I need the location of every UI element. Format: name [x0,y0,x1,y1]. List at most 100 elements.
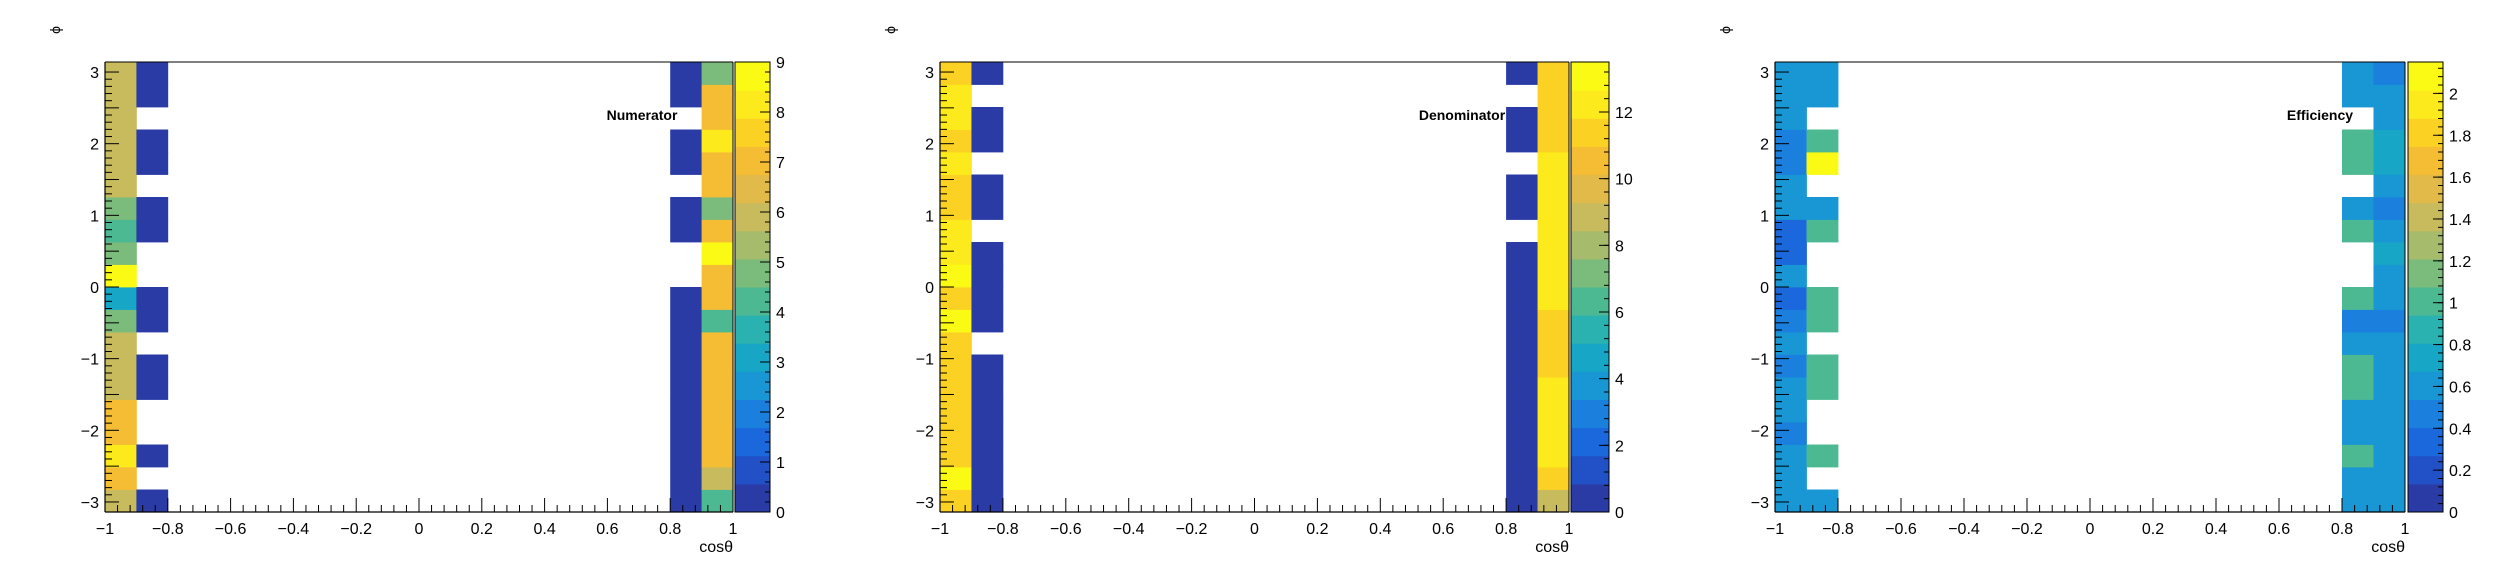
heatmap-cell [1506,399,1538,423]
heatmap-cell [136,152,169,175]
heatmap-cell [1775,242,1807,265]
color-scale-label: 1.8 [2449,128,2471,145]
heatmap-cell [940,309,972,333]
heatmap-cell [1537,264,1570,288]
heatmap-cell [1775,309,1807,333]
x-tick-label: −0.6 [215,521,247,538]
x-tick-label: −0.2 [340,521,372,538]
heatmap-cell [2342,444,2374,468]
heatmap-cell [1775,152,1807,175]
heatmap-cell [105,444,137,468]
heatmap-cell [701,219,734,243]
x-tick-label: 0.6 [2268,521,2290,538]
heatmap-cell [971,197,1004,220]
color-scale-band [2408,62,2443,91]
color-scale-label: 9 [776,55,785,72]
x-tick-label: 0.2 [471,521,493,538]
heatmap-cell [105,489,137,513]
x-tick-label: 0.8 [659,521,681,538]
chart-panels: −1 −0.8 −0.6 −0.4 −0.2 0 0.2 0.4 0.6 0.8 1 −3 −2 −1 0 1… [47,26,2471,556]
color-scale-band [735,62,770,91]
heatmap-cell [1537,332,1570,355]
color-scale-band [2408,287,2443,316]
x-tick-label: 0.2 [1306,521,1328,538]
heatmap-cell [1537,422,1570,445]
heatmap-cell [105,287,137,310]
x-tick-label: −0.4 [1113,521,1145,538]
heatmap-cell [105,84,137,108]
heatmap-cell [2373,399,2406,423]
y-tick-label: −3 [916,495,934,512]
heatmap-cell [971,174,1004,198]
x-tick-label: 1 [2401,521,2410,538]
heatmap-cell [1775,62,1807,85]
color-scale-label: 8 [776,105,785,122]
heatmap-cell [701,152,734,175]
heatmap-cell [670,62,702,85]
heatmap-cell [940,422,972,445]
heatmap-cell [1806,287,1839,310]
heatmap-cell [2373,242,2406,265]
heatmap-cell [2373,489,2406,513]
y-tick-label: −1 [81,352,99,369]
heatmap-cell [940,62,972,85]
heatmap-cell [2373,377,2406,400]
color-scale: 0 0.2 0.4 0.6 0.8 1 1.2 1.4 1.6 1.8 2 [2407,61,2471,522]
heatmap-cell [1775,107,1807,130]
color-scale-band [2408,202,2443,232]
color-scale-band [735,90,770,119]
heatmap-panel-2: −1 −0.8 −0.6 −0.4 −0.2 0 0.2 0.4 0.6 0.8 1 −3 −2 −1 0 1… [882,26,1633,556]
heatmap-cell [136,354,169,378]
heatmap-cell [1806,444,1839,468]
heatmap-cell [971,354,1004,378]
x-tick-label: 1 [1565,521,1574,538]
y-axis-ticks [940,71,954,503]
heatmap-cell [2342,129,2374,153]
y-tick-label: 0 [1760,280,1769,297]
x-axis-ticks [104,498,734,512]
color-scale-band [735,174,770,204]
heatmap-cell [1506,264,1538,288]
heatmap-cell [105,422,137,445]
y-tick-label: 3 [1760,65,1769,82]
heatmap-cell [1506,354,1538,378]
color-scale-label: 6 [776,205,785,222]
color-scale-label: 8 [1615,238,1624,255]
heatmap-cell [1775,467,1807,490]
x-tick-label: −0.2 [2011,521,2043,538]
heatmap-cell [2373,152,2406,175]
heatmap-cell [971,489,1004,513]
color-scale-label: 4 [776,305,785,322]
heatmap-cell [1806,129,1839,153]
heatmap-cell [2342,287,2374,310]
heatmap-cell [2373,62,2406,85]
color-scale-label: 10 [1615,172,1633,189]
heatmap-cell [670,129,702,153]
color-scale-band [735,427,770,457]
color-scale-label: 0.4 [2449,421,2471,438]
y-tick-label: −3 [1751,495,1769,512]
x-tick-label: 0 [2086,521,2095,538]
heatmap-cell [1775,332,1807,355]
heatmap-cell [1775,197,1807,220]
heatmap-cell [701,399,734,423]
x-tick-label: 0.8 [1495,521,1517,538]
plot-area [1775,62,2405,512]
heatmap-cell [971,107,1004,130]
color-scale-label: 0.8 [2449,338,2471,355]
color-scale-band [735,202,770,232]
heatmap-cell [1806,309,1839,333]
x-axis-ticks [939,498,1570,512]
heatmap-cell [701,264,734,288]
plot-area [940,62,1569,512]
heatmap-cell [2373,174,2406,198]
heatmap-cells [105,62,734,513]
x-tick-label: 0 [415,521,424,538]
heatmap-cell [701,444,734,468]
heatmap-cell [2342,467,2374,490]
heatmap-cell [701,62,734,85]
heatmap-cell [136,62,169,85]
heatmap-cell [2373,107,2406,130]
heatmap-cell [971,399,1004,423]
x-tick-label: −0.8 [987,521,1019,538]
